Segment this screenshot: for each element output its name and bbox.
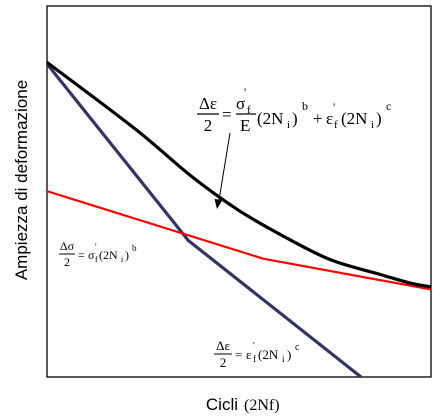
svg-text:f: f	[95, 255, 98, 264]
svg-text:f: f	[253, 354, 256, 364]
svg-text:2: 2	[64, 255, 70, 269]
svg-text:(2N: (2N	[257, 109, 283, 128]
svg-text:ε: ε	[326, 109, 333, 128]
x-axis-label: Cicli	[206, 395, 238, 414]
elastic-strain-formula: Δσ 2 = σ f ' (2N i ) b	[59, 239, 137, 269]
svg-text:2: 2	[220, 355, 227, 370]
svg-text:ε: ε	[246, 347, 252, 362]
svg-text:): )	[125, 248, 129, 262]
svg-text:Δε: Δε	[216, 338, 230, 353]
svg-text:(2N: (2N	[99, 248, 118, 262]
series-layer	[47, 60, 431, 377]
svg-text:): )	[287, 347, 291, 362]
svg-text:i: i	[287, 119, 290, 131]
svg-text:(2N: (2N	[341, 109, 367, 128]
svg-text:E: E	[240, 116, 250, 135]
svg-text:': '	[95, 242, 97, 252]
svg-text:=: =	[235, 347, 242, 362]
svg-text:): )	[376, 109, 382, 128]
total-strain-line	[47, 60, 431, 289]
plastic-strain-formula: Δε 2 = ε f ' (2N i ) c	[214, 338, 300, 370]
svg-text:': '	[253, 341, 255, 352]
svg-text:b: b	[302, 99, 308, 113]
svg-text:f: f	[334, 119, 338, 131]
svg-text:i: i	[121, 255, 124, 264]
svg-text:b: b	[132, 243, 137, 253]
total-strain-formula: Δε 2 = σ f ' E (2N i ) b + ε f ' (2N i )…	[197, 85, 391, 135]
svg-text:': '	[333, 100, 335, 114]
x-axis-unit: (2Nf)	[244, 397, 280, 414]
svg-text:σ: σ	[88, 248, 95, 262]
svg-text:2: 2	[204, 116, 213, 135]
annotation-arrow	[214, 132, 231, 209]
svg-text:c: c	[386, 99, 391, 113]
svg-text:i: i	[371, 119, 374, 131]
svg-text:i: i	[282, 354, 285, 364]
plastic-strain-line	[47, 62, 364, 377]
svg-text:Δε: Δε	[199, 94, 217, 113]
svg-text:): )	[292, 109, 298, 128]
svg-text:c: c	[295, 342, 300, 353]
svg-text:=: =	[222, 105, 232, 124]
svg-text:f: f	[247, 104, 251, 116]
svg-text:(2N: (2N	[258, 347, 279, 362]
svg-text:+: +	[313, 109, 323, 128]
svg-text:=: =	[78, 248, 85, 262]
plot-frame	[46, 5, 432, 378]
y-axis-label: Ampiezza di deformazione	[12, 80, 31, 280]
elastic-strain-line	[47, 190, 431, 291]
svg-text:σ: σ	[236, 94, 245, 113]
svg-text:Δσ: Δσ	[60, 239, 75, 253]
svg-text:': '	[244, 85, 246, 99]
